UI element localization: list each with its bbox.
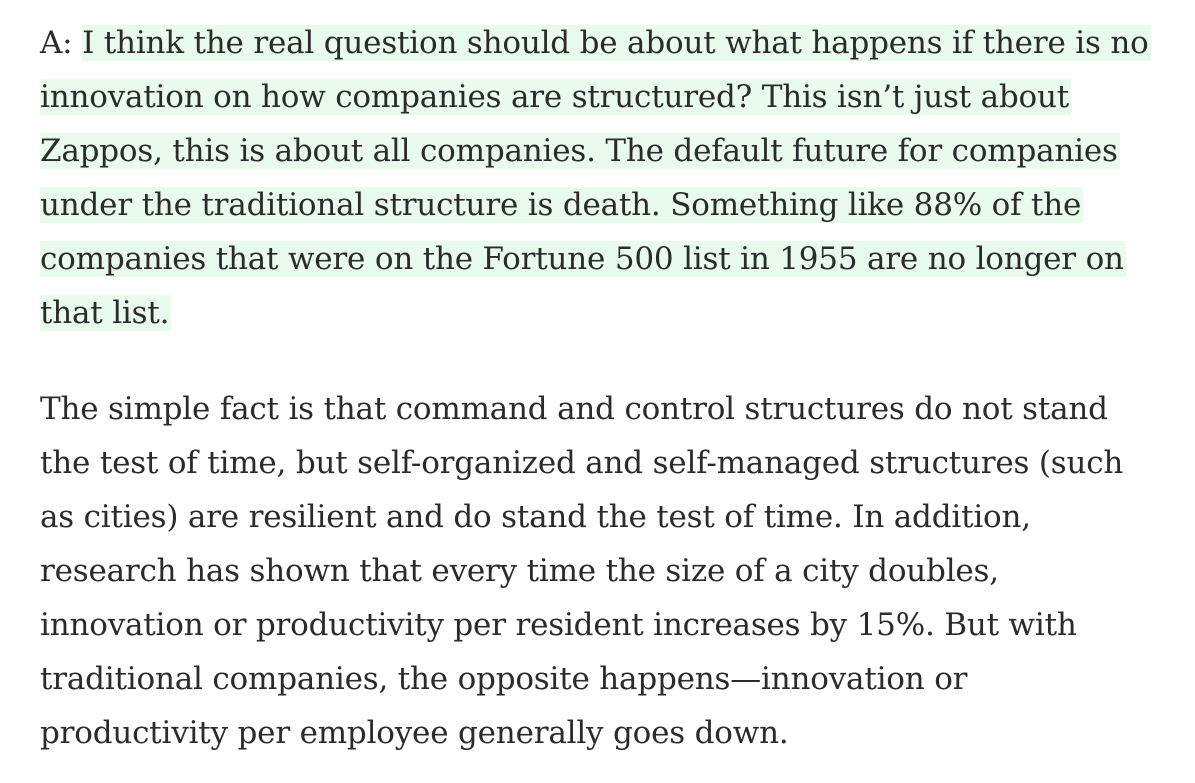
text-line: under the traditional structure is death… bbox=[40, 178, 1180, 232]
text-line: traditional companies, the opposite happ… bbox=[40, 661, 968, 697]
text-line: as cities) are resilient and do stand th… bbox=[40, 499, 1031, 535]
highlighted-text[interactable]: under the traditional structure is death… bbox=[40, 187, 1084, 223]
highlighted-text[interactable]: innovation on how companies are structur… bbox=[40, 79, 1071, 115]
highlighted-text[interactable]: Zappos, this is about all companies. The… bbox=[40, 133, 1120, 169]
text-line: A: I think the real question should be a… bbox=[40, 16, 1180, 70]
highlighted-text[interactable]: that list. bbox=[40, 295, 172, 331]
article-body: A: I think the real question should be a… bbox=[40, 16, 1180, 760]
paragraph-body: The simple fact is that command and cont… bbox=[40, 382, 1180, 760]
text-line: The simple fact is that command and cont… bbox=[40, 391, 1108, 427]
text-line: that list. bbox=[40, 286, 1180, 340]
text-line: research has shown that every time the s… bbox=[40, 553, 999, 589]
text-line: the test of time, but self-organized and… bbox=[40, 445, 1124, 481]
text-line: companies that were on the Fortune 500 l… bbox=[40, 232, 1180, 286]
text-line: Zappos, this is about all companies. The… bbox=[40, 124, 1180, 178]
text-line: innovation on how companies are structur… bbox=[40, 70, 1180, 124]
answer-prefix: A: bbox=[40, 25, 83, 61]
highlighted-text[interactable]: companies that were on the Fortune 500 l… bbox=[40, 241, 1126, 277]
text-line: productivity per employee generally goes… bbox=[40, 715, 789, 751]
text-line: innovation or productivity per resident … bbox=[40, 607, 1077, 643]
highlighted-text[interactable]: I think the real question should be abou… bbox=[82, 25, 1151, 61]
paragraph-answer: A: I think the real question should be a… bbox=[40, 16, 1180, 340]
